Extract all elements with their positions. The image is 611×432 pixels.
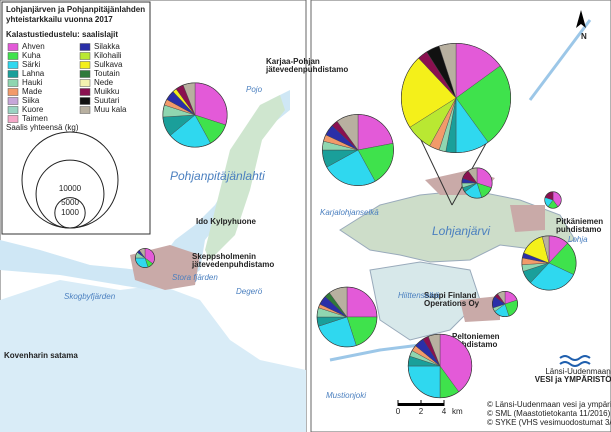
legend-swatch <box>79 106 91 114</box>
place-label: jätevedenpuhdistamo <box>191 260 274 269</box>
legend-label: Kuha <box>22 51 41 60</box>
pie-outline <box>492 291 518 317</box>
legend-label: Muu kala <box>94 105 127 114</box>
bay <box>205 95 285 260</box>
legend-swatch <box>79 43 91 51</box>
legend-swatch <box>79 70 91 78</box>
legend-box <box>1 1 151 235</box>
logo-waves <box>559 355 591 367</box>
legend-swatch <box>79 79 91 87</box>
size-circle <box>54 197 86 229</box>
place-label: Kovenharin satama <box>4 351 78 360</box>
pie-outline <box>521 235 577 291</box>
legend-swatch <box>7 97 19 105</box>
place-label: Mustionjoki <box>326 391 366 400</box>
legend-swatch <box>7 61 19 69</box>
place-label: Pohjanpitäjänlahti <box>170 169 265 183</box>
legend-swatch <box>79 97 91 105</box>
scale-label: 2 <box>419 407 424 416</box>
legend-label: Hauki <box>22 78 43 87</box>
legend-swatch <box>7 88 19 96</box>
pie-outline <box>407 333 473 399</box>
legend-label: Ahven <box>22 42 45 51</box>
place-label: Ido Kylpyhuone <box>196 217 257 226</box>
north-arrow <box>576 10 586 28</box>
river <box>528 19 592 101</box>
legend-swatch <box>7 52 19 60</box>
credit: © SML (Maastotietokanta 11/2016) <box>487 409 611 418</box>
legend-label: Särki <box>22 60 40 69</box>
legend-title: Lohjanjärven ja Pohjanpitäjänlahden <box>6 5 145 14</box>
place-label: Pitkäniemen <box>556 217 603 226</box>
place-label: Stora fjärden <box>172 273 218 282</box>
place-label: Sappi Finland <box>424 291 477 300</box>
place-label: Lohjanjärvi <box>432 224 490 238</box>
pie-outline <box>322 114 394 186</box>
legend-label: Taimen <box>22 114 48 123</box>
legend-swatch <box>79 88 91 96</box>
place-label: Karjaa-Pohjan <box>266 57 320 66</box>
impact <box>460 296 500 322</box>
scale-label: 0 <box>396 407 401 416</box>
pie-outline <box>135 248 155 268</box>
impact <box>510 205 545 232</box>
place-label: Pojo <box>246 85 263 94</box>
species-title: Kalastustiedustelu: saalislajit <box>6 30 118 39</box>
place-label: Skogbyfjärden <box>64 292 116 301</box>
legend: Lohjanjärven ja Pohjanpitäjänlahden yhte… <box>1 1 151 235</box>
logo-text: VESI ja YMPÄRISTÖ ry <box>535 375 611 384</box>
place-label: puhdistamo <box>452 340 497 349</box>
legend-swatch <box>79 52 91 60</box>
legend-swatch <box>7 43 19 51</box>
legend-label: Muikku <box>94 87 119 96</box>
place-label: puhdistamo <box>556 225 601 234</box>
legend-title: yhteistarkkailu vuonna 2017 <box>6 15 113 24</box>
credit: © SYKE (VHS vesimuodostumat 3/2016) <box>487 418 611 427</box>
legend-label: Nede <box>94 78 114 87</box>
place-label: Degerö <box>236 287 263 296</box>
place-label: Operations Oy <box>424 299 480 308</box>
scale-bar <box>398 403 444 406</box>
legend-label: Siika <box>22 96 40 105</box>
left-panel <box>0 0 307 432</box>
pie-outline <box>461 167 493 199</box>
scale-label: 4 <box>442 407 447 416</box>
legend-label: Toutain <box>94 69 120 78</box>
size-label: 10000 <box>59 184 82 193</box>
scale-unit: km <box>452 407 463 416</box>
logo-text: Länsi-Uudenmaan <box>545 367 610 376</box>
legend-label: Kilohaili <box>94 51 122 60</box>
place-label: jätevedenpuhdistamo <box>265 65 348 74</box>
credit: © Länsi-Uudenmaan vesi ja ympäristö ry 2… <box>487 400 611 409</box>
legend-label: Sulkava <box>94 60 123 69</box>
river <box>329 343 421 362</box>
size-title: Saalis yhteensä (kg) <box>6 123 79 132</box>
size-label: 5000 <box>61 198 79 207</box>
legend-swatch <box>7 79 19 87</box>
legend-swatch <box>79 61 91 69</box>
legend-label: Lahna <box>22 69 45 78</box>
place-label: Lohja <box>568 235 588 244</box>
legend-swatch <box>7 70 19 78</box>
legend-swatch <box>7 106 19 114</box>
size-label: 1000 <box>61 208 79 217</box>
legend-label: Made <box>22 87 43 96</box>
place-label: Karjalohjanselkä <box>320 208 379 217</box>
legend-label: Silakka <box>94 42 120 51</box>
sea <box>0 280 306 432</box>
pie-outline <box>162 82 228 148</box>
place-label: Hiittenselkä <box>398 291 440 300</box>
place-label: N <box>581 32 587 41</box>
place-label: Peltoniemen <box>452 332 500 341</box>
pie-outline <box>316 286 378 348</box>
legend-swatch <box>7 115 19 123</box>
pie-outline <box>400 42 512 154</box>
legend-label: Kuore <box>22 105 44 114</box>
place-label: Skeppsholmenin <box>192 252 256 261</box>
legend-label: Suutari <box>94 96 120 105</box>
pie-outline <box>544 191 562 209</box>
